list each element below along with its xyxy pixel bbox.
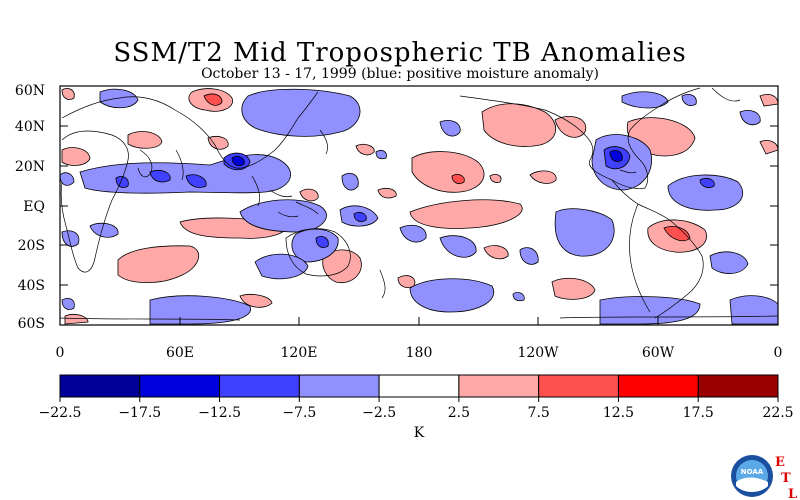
colorbar-tick-label: 17.5: [683, 405, 714, 421]
chart-subtitle: October 13 - 17, 1999 (blue: positive mo…: [201, 66, 599, 82]
colorbar: [59, 374, 779, 402]
lon-label: 180: [406, 345, 433, 361]
colorbar-segment: [378, 374, 460, 398]
colorbar-tick-label: −22.5: [39, 405, 82, 421]
longitude-axis: [59, 317, 779, 325]
noaa-etl-logo: NOAA E T L: [731, 455, 797, 500]
colorbar-tick-label: 12.5: [603, 405, 634, 421]
lon-label: 60W: [642, 345, 675, 361]
colorbar-tick-label: 7.5: [528, 405, 550, 421]
continent-outlines: [59, 87, 779, 321]
colorbar-segment: [697, 374, 779, 398]
positive-anomaly-cores: [203, 93, 691, 242]
colorbar-segment: [538, 374, 619, 398]
colorbar-tick-labels: −22.5 −17.5 −12.5 −7.5 −2.5 2.5 7.5 12.5 17.5 22.…: [39, 405, 794, 421]
colorbar-tick-label: −17.5: [118, 405, 161, 421]
colorbar-segment: [617, 374, 699, 398]
lat-label: 40S: [18, 278, 45, 294]
colorbar-tick-label: −12.5: [198, 405, 241, 421]
colorbar-segment: [219, 374, 300, 398]
lat-label: 60S: [18, 316, 45, 332]
colorbar-unit: K: [414, 425, 425, 441]
lon-label: 0: [774, 345, 783, 361]
colorbar-tick-label: −7.5: [282, 405, 316, 421]
colorbar-segment: [59, 374, 141, 398]
lat-label: 20S: [18, 238, 45, 254]
colorbar-tick-label: −2.5: [362, 405, 396, 421]
colorbar-tick-label: 22.5: [762, 405, 793, 421]
latitude-axis: [60, 85, 778, 326]
colorbar-tick-label: 2.5: [448, 405, 470, 421]
colorbar-segment: [298, 374, 380, 398]
lat-label: 40N: [15, 119, 45, 135]
lat-label: EQ: [23, 199, 45, 215]
etl-letter-t: T: [781, 471, 791, 486]
noaa-logo-text: NOAA: [741, 468, 764, 476]
lon-label: 60E: [166, 345, 194, 361]
lat-label: 60N: [15, 83, 45, 99]
colorbar-segment: [458, 374, 540, 398]
etl-letter-l: L: [788, 487, 797, 500]
colorbar-segment: [139, 374, 221, 398]
lat-label: 20N: [15, 159, 45, 175]
etl-letter-e: E: [775, 455, 785, 470]
negative-anomaly-strong-cores: [231, 150, 623, 166]
noaa-logo-wave: [736, 477, 768, 492]
lon-label: 0: [56, 345, 65, 361]
chart-title: SSM/T2 Mid Tropospheric TB Anomalies: [113, 38, 687, 68]
lon-label: 120E: [281, 345, 318, 361]
lon-label: 120W: [517, 345, 559, 361]
